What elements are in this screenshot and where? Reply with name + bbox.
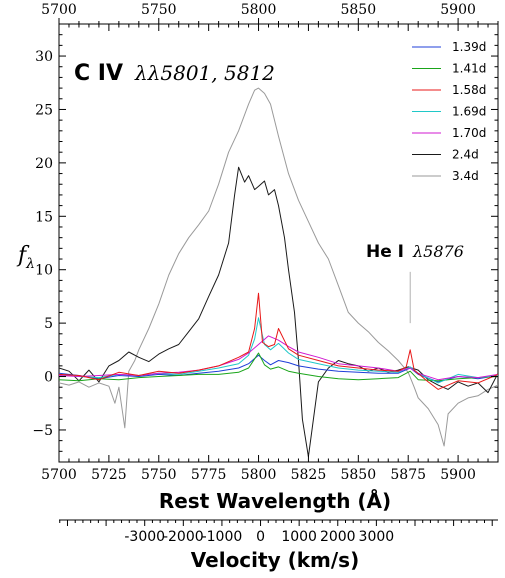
legend: 1.39d 1.41d 1.58d 1.69d 1.70d 2.4d 3.4d <box>412 40 486 183</box>
y-tick-label: 10 <box>35 263 53 279</box>
y-tick-label: 20 <box>35 156 53 172</box>
legend-label-2.4d: 2.4d <box>452 148 479 162</box>
hei-annotation: He I λ5876 <box>366 242 464 262</box>
y-tick-label: −5 <box>32 423 53 439</box>
velocity-tick-label: 3000 <box>359 529 395 545</box>
velocity-tick-label: 1000 <box>281 529 317 545</box>
top-tick-label: 5800 <box>241 2 277 18</box>
x-tick-label: 5750 <box>141 467 177 483</box>
y-axis-ticks: −5 0 5 10 15 20 25 30 <box>32 34 498 452</box>
y-tick-label: 30 <box>35 49 53 65</box>
x-tick-label: 5875 <box>390 467 426 483</box>
velocity-axis-label: Velocity (km/s) <box>191 548 359 572</box>
x-tick-label: 5900 <box>440 467 476 483</box>
x-tick-label: 5775 <box>191 467 227 483</box>
top-tick-label: 5700 <box>41 2 77 18</box>
velocity-tick-label: -1000 <box>202 529 243 545</box>
legend-label-1.70d: 1.70d <box>452 126 486 140</box>
velocity-tick-label: 0 <box>256 529 265 545</box>
x-axis-ticks: 5700 5725 5750 5775 5800 5825 5850 5875 5900 <box>41 24 499 483</box>
series-line-1.58d <box>59 292 498 390</box>
series-line-1.41d <box>59 352 498 382</box>
y-tick-label: 15 <box>35 209 53 225</box>
series-lines <box>59 87 498 458</box>
x-tick-label: 5800 <box>241 467 277 483</box>
velocity-axis: -3000-2000-1000 0 1000 2000 3000 <box>59 519 498 545</box>
x-tick-label: 5700 <box>41 467 77 483</box>
x-tick-label: 5725 <box>91 467 127 483</box>
y-tick-label: 5 <box>44 316 53 332</box>
legend-label-1.41d: 1.41d <box>452 62 486 76</box>
legend-label-1.58d: 1.58d <box>452 83 486 97</box>
series-line-3.4d <box>59 87 498 447</box>
top-tick-label: 5900 <box>440 2 476 18</box>
top-tick-label: 5850 <box>340 2 376 18</box>
y-tick-label: 25 <box>35 102 53 118</box>
x-tick-label: 5825 <box>291 467 327 483</box>
velocity-tick-label: -2000 <box>163 529 204 545</box>
top-tick-label: 5750 <box>141 2 177 18</box>
x-axis-label: Rest Wavelength (Å) <box>159 489 391 513</box>
legend-label-3.4d: 3.4d <box>452 169 479 183</box>
x-tick-label: 5850 <box>340 467 376 483</box>
svg-text:fλ: fλ <box>16 243 35 272</box>
velocity-tick-label: 2000 <box>320 529 356 545</box>
civ-annotation: C IV λλ5801, 5812 <box>74 61 275 86</box>
y-tick-label: 0 <box>44 370 53 386</box>
legend-label-1.39d: 1.39d <box>452 40 486 54</box>
y-axis-label: fλ <box>16 243 35 272</box>
legend-label-1.69d: 1.69d <box>452 105 486 119</box>
velocity-tick-label: -3000 <box>124 529 165 545</box>
series-line-2.4d <box>59 166 498 458</box>
annotations: C IV λλ5801, 5812 He I λ5876 <box>74 61 464 324</box>
top-axis-ticks: 5700 5750 5800 5850 5900 <box>41 2 499 24</box>
